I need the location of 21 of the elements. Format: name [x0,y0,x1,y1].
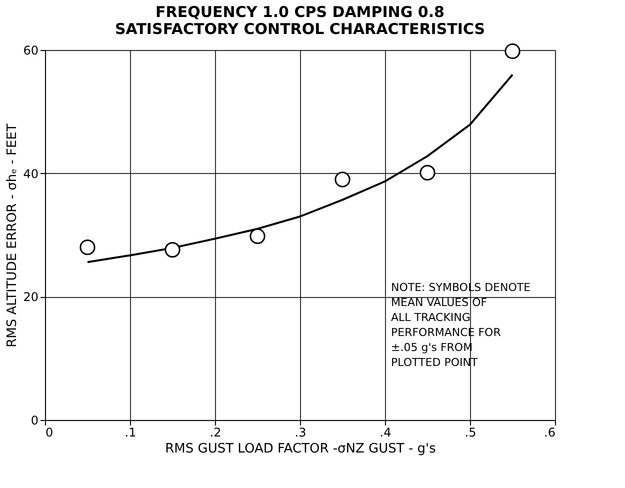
y-tick-label: 20 [23,290,38,304]
x-tick-label: .1 [124,426,136,440]
y-axis-title: RMS ALTITUDE ERROR - σhₑ - FEET [5,124,20,348]
point [420,164,436,181]
text: SATISFACTORY CONTROL CHARACTERISTICS [114,20,486,38]
text: FREQUENCY 1.0 CPS DAMPING 0.8 [156,3,444,22]
point [334,172,350,188]
x-tick-label: .5 [464,426,476,440]
x-tick-label: .3 [294,426,306,440]
x-axis-title: RMS GUST LOAD FACTOR -σNZ GUST - g's [165,442,436,456]
x-tick-label: .4 [380,426,392,440]
point [80,240,96,256]
point [504,43,520,60]
x-tick-label: .6 [544,426,556,440]
point [250,228,266,244]
y-tick-label: 0 [30,414,38,428]
point [164,242,180,258]
x-tick-label: .2 [210,426,222,440]
x-tick-label: 0 [46,426,54,440]
y-tick-label: 60 [23,44,38,58]
y-tick-label: 40 [23,166,38,181]
